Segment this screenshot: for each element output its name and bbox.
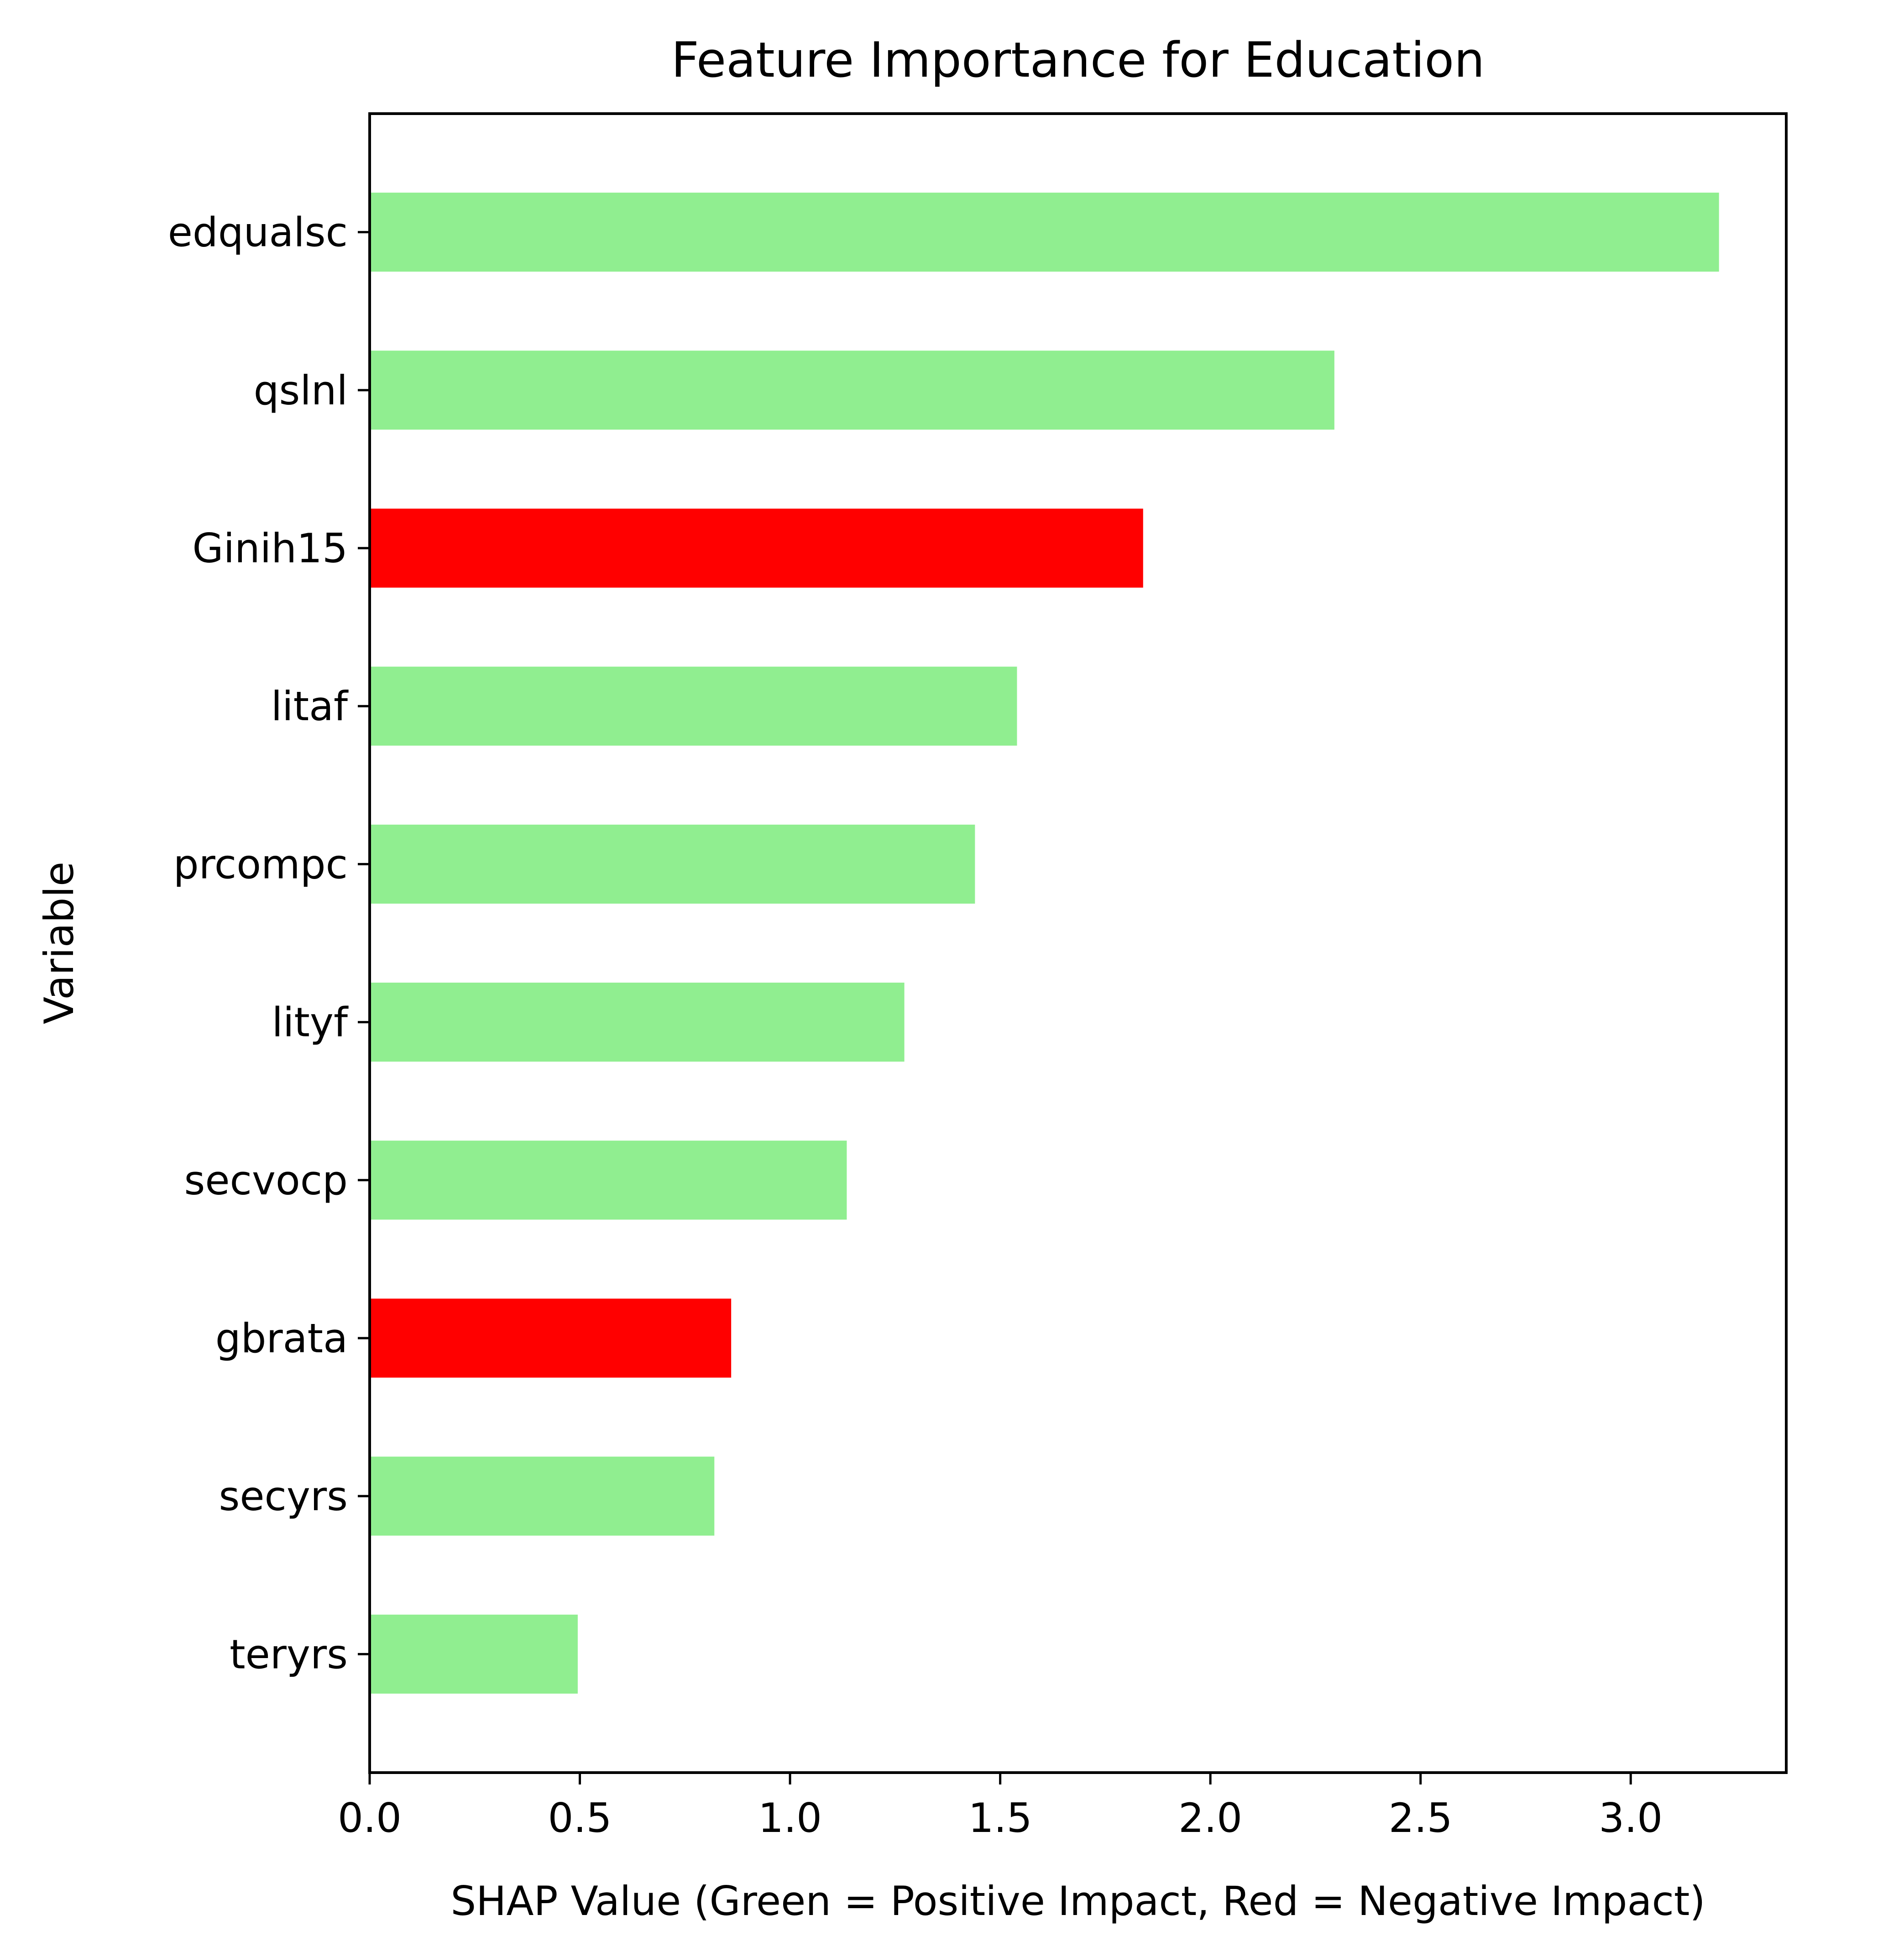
y-tick-label: gbrata [215, 1315, 348, 1362]
y-tick-label: qslnl [254, 367, 348, 414]
bar-lityf [370, 983, 905, 1062]
bar-secvocp [370, 1141, 847, 1220]
y-tick-label: edqualsc [168, 209, 348, 256]
x-axis-ticks: 0.0 0.5 1.0 1.5 2.0 2.5 3.0 [338, 1773, 1663, 1842]
x-tick-label: 3.0 [1599, 1795, 1663, 1842]
y-tick-label: teryrs [230, 1631, 348, 1678]
y-tick-label: Ginih15 [192, 525, 348, 572]
bar-litaf [370, 666, 1017, 746]
x-axis-label: SHAP Value (Green = Positive Impact, Red… [450, 1878, 1705, 1925]
x-tick-label: 2.0 [1178, 1795, 1242, 1842]
bar-prcompc [370, 824, 975, 904]
x-tick-label: 1.5 [968, 1795, 1032, 1842]
y-tick-label: lityf [272, 999, 349, 1046]
bar-gbrata [370, 1298, 732, 1378]
x-tick-label: 0.0 [338, 1795, 402, 1842]
y-axis-ticks: edqualsc qslnl Ginih15 litaf prcompc lityf sec… [168, 209, 370, 1678]
bars-group [370, 193, 1719, 1694]
y-tick-label: litaf [271, 683, 349, 730]
bar-Ginih15 [370, 508, 1143, 588]
x-tick-label: 1.0 [758, 1795, 822, 1842]
bar-edqualsc [370, 193, 1719, 272]
plot-area-frame [368, 112, 1788, 1774]
bar-qslnl [370, 351, 1334, 430]
chart-title: Feature Importance for Education [671, 32, 1485, 88]
x-tick-label: 2.5 [1389, 1795, 1453, 1842]
bar-secyrs [370, 1456, 715, 1536]
y-axis-label: Variable [36, 862, 83, 1024]
y-tick-label: secvocp [184, 1157, 348, 1204]
y-tick-label: secyrs [219, 1473, 348, 1520]
x-tick-label: 0.5 [548, 1795, 612, 1842]
bar-teryrs [370, 1614, 578, 1694]
y-tick-label: prcompc [173, 841, 348, 888]
